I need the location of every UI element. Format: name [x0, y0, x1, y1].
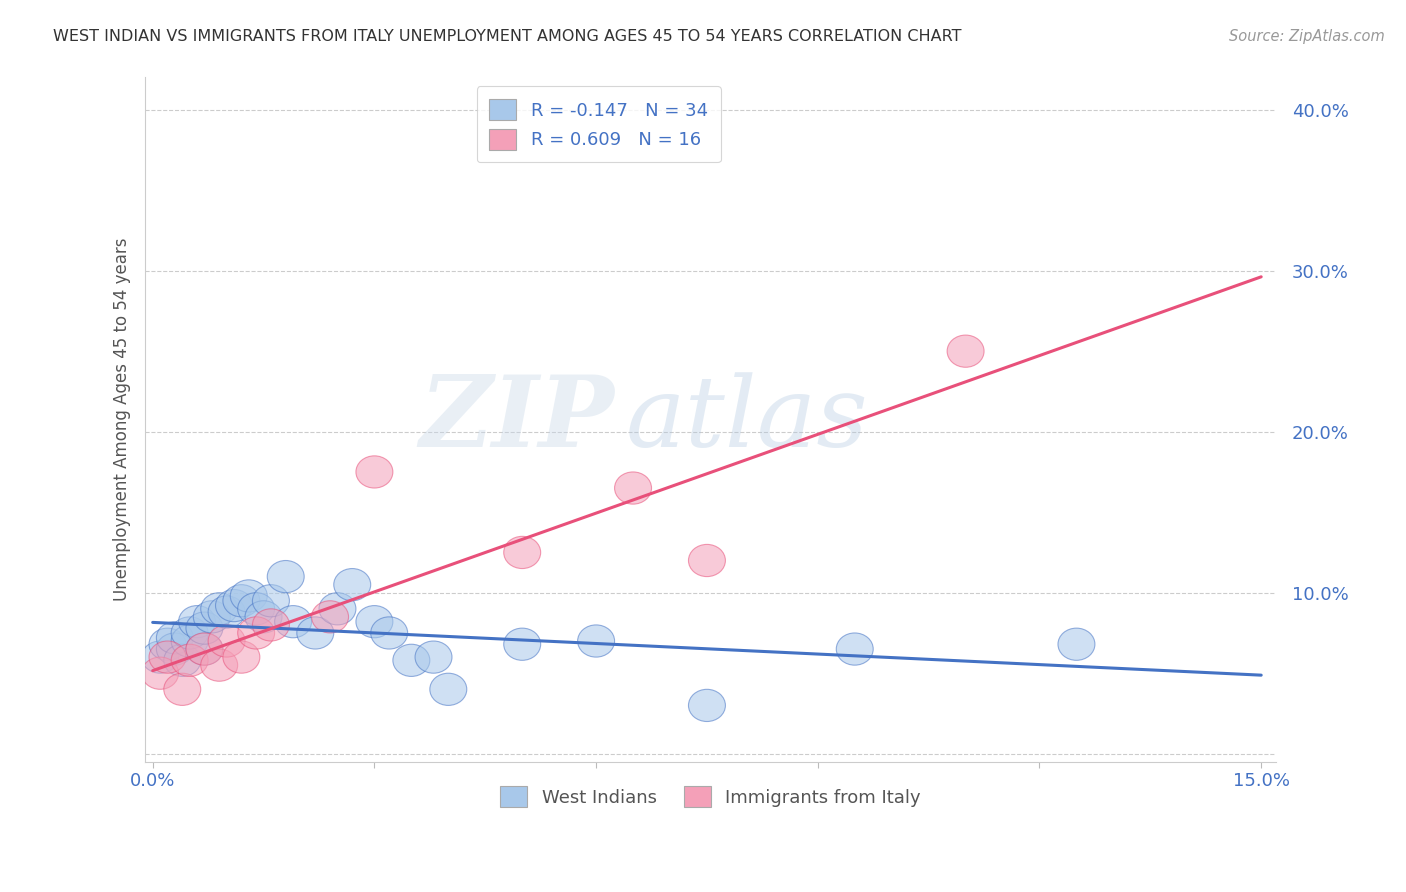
Ellipse shape	[224, 584, 260, 617]
Ellipse shape	[253, 609, 290, 641]
Ellipse shape	[208, 596, 245, 628]
Ellipse shape	[356, 456, 392, 488]
Ellipse shape	[163, 644, 201, 676]
Ellipse shape	[614, 472, 651, 504]
Ellipse shape	[142, 641, 179, 673]
Ellipse shape	[245, 600, 283, 633]
Ellipse shape	[215, 590, 253, 622]
Ellipse shape	[689, 544, 725, 576]
Ellipse shape	[179, 606, 215, 638]
Ellipse shape	[238, 617, 274, 649]
Ellipse shape	[149, 628, 186, 660]
Ellipse shape	[208, 625, 245, 657]
Text: ZIP: ZIP	[419, 371, 614, 468]
Ellipse shape	[274, 606, 312, 638]
Ellipse shape	[267, 560, 304, 592]
Ellipse shape	[689, 690, 725, 722]
Ellipse shape	[172, 625, 208, 657]
Ellipse shape	[948, 335, 984, 368]
Ellipse shape	[186, 612, 224, 644]
Ellipse shape	[156, 633, 194, 665]
Ellipse shape	[503, 536, 541, 568]
Ellipse shape	[333, 568, 371, 600]
Ellipse shape	[186, 633, 224, 665]
Ellipse shape	[163, 673, 201, 706]
Text: WEST INDIAN VS IMMIGRANTS FROM ITALY UNEMPLOYMENT AMONG AGES 45 TO 54 YEARS CORR: WEST INDIAN VS IMMIGRANTS FROM ITALY UNE…	[53, 29, 962, 44]
Ellipse shape	[371, 617, 408, 649]
Y-axis label: Unemployment Among Ages 45 to 54 years: Unemployment Among Ages 45 to 54 years	[114, 238, 131, 601]
Ellipse shape	[430, 673, 467, 706]
Ellipse shape	[392, 644, 430, 676]
Ellipse shape	[194, 600, 231, 633]
Text: atlas: atlas	[626, 372, 869, 467]
Ellipse shape	[238, 592, 274, 625]
Ellipse shape	[837, 633, 873, 665]
Ellipse shape	[253, 584, 290, 617]
Ellipse shape	[415, 641, 451, 673]
Ellipse shape	[172, 644, 208, 676]
Ellipse shape	[142, 657, 179, 690]
Ellipse shape	[297, 617, 333, 649]
Ellipse shape	[156, 622, 194, 654]
Legend: West Indians, Immigrants from Italy: West Indians, Immigrants from Italy	[494, 779, 928, 814]
Ellipse shape	[503, 628, 541, 660]
Ellipse shape	[186, 633, 224, 665]
Text: Source: ZipAtlas.com: Source: ZipAtlas.com	[1229, 29, 1385, 44]
Ellipse shape	[1057, 628, 1095, 660]
Ellipse shape	[312, 600, 349, 633]
Ellipse shape	[319, 592, 356, 625]
Ellipse shape	[231, 580, 267, 612]
Ellipse shape	[578, 625, 614, 657]
Ellipse shape	[149, 641, 186, 673]
Ellipse shape	[201, 649, 238, 681]
Ellipse shape	[356, 606, 392, 638]
Ellipse shape	[201, 592, 238, 625]
Ellipse shape	[172, 617, 208, 649]
Ellipse shape	[224, 641, 260, 673]
